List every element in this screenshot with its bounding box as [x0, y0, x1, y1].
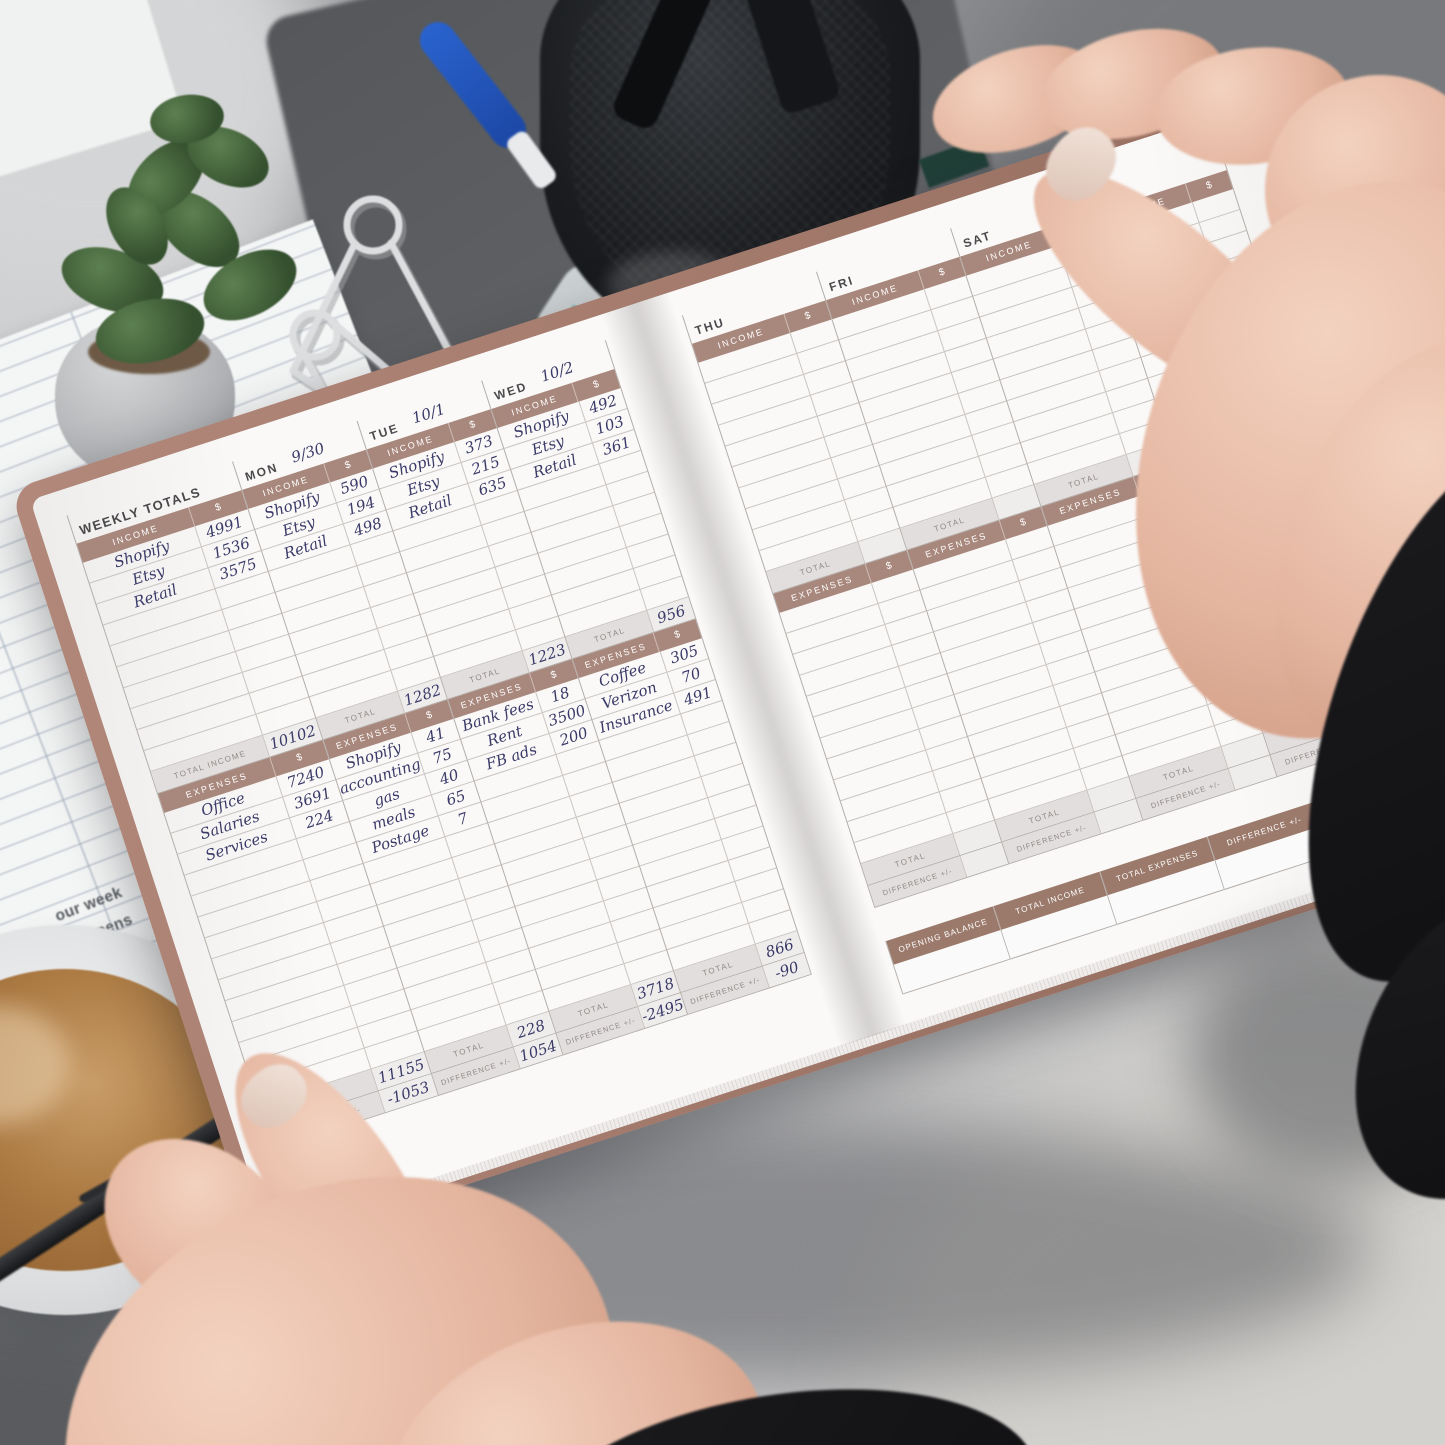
right-hand [919, 11, 1445, 1246]
photo-business-budget-planner: { "labels": { "income": "INCOME", "expen… [0, 0, 1445, 1445]
